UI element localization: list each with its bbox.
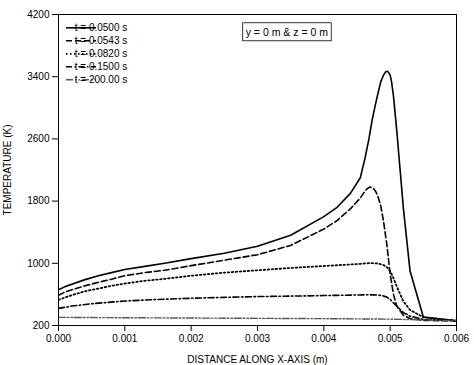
svg-text:0.005: 0.005 <box>378 333 403 344</box>
svg-text:4200: 4200 <box>27 9 50 20</box>
svg-text:t = 0.0543 s: t = 0.0543 s <box>75 35 128 46</box>
svg-text:t = 0.0500 s: t = 0.0500 s <box>75 22 128 33</box>
svg-text:t = 200.00 s: t = 200.00 s <box>75 74 128 85</box>
svg-text:0.003: 0.003 <box>245 333 270 344</box>
svg-text:3400: 3400 <box>27 71 50 82</box>
svg-text:DISTANCE ALONG X-AXIS (m): DISTANCE ALONG X-AXIS (m) <box>187 354 327 365</box>
svg-text:0.000: 0.000 <box>46 333 71 344</box>
svg-text:1000: 1000 <box>27 258 50 269</box>
svg-text:0.002: 0.002 <box>179 333 204 344</box>
svg-text:0.006: 0.006 <box>444 333 469 344</box>
svg-text:1800: 1800 <box>27 195 50 206</box>
svg-text:t = 0.1500 s: t = 0.1500 s <box>75 61 128 72</box>
svg-text:0.004: 0.004 <box>311 333 336 344</box>
svg-text:200: 200 <box>33 320 50 331</box>
svg-text:2600: 2600 <box>27 133 50 144</box>
svg-text:0.001: 0.001 <box>112 333 137 344</box>
svg-text:TEMPERATURE (K): TEMPERATURE (K) <box>2 125 13 216</box>
svg-text:y = 0 m & z = 0 m: y = 0 m & z = 0 m <box>246 26 329 38</box>
svg-text:t = 0.0820 s: t = 0.0820 s <box>75 48 128 59</box>
